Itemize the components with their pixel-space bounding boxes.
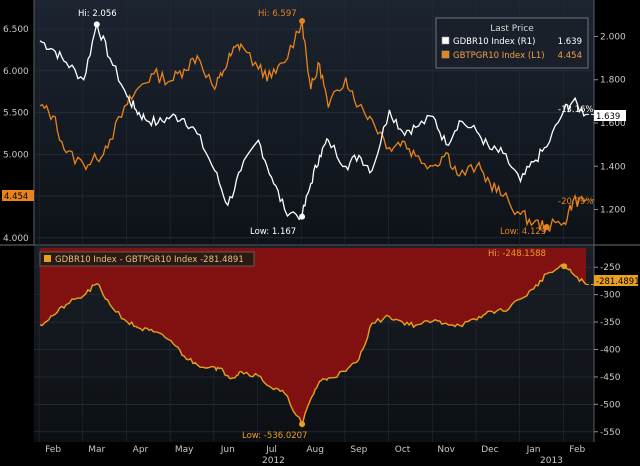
legend-white-swatch — [441, 36, 450, 45]
top-right-tags: 1.639 -13.16% -20.79% — [558, 105, 626, 207]
top-legend-box — [435, 17, 589, 69]
legend-gdbr-label: GDBR10 Index (R1) — [453, 37, 535, 47]
bottom-legend: GDBR10 Index - GBTPGR10 Index -281.4891 — [39, 251, 255, 267]
legend-title: Last Price — [490, 24, 534, 34]
x-tick-1: Mar — [88, 445, 105, 455]
spread-area-fill — [40, 248, 586, 425]
left-tick-0: 4.000 — [3, 234, 29, 244]
x-tick-6: Aug — [306, 445, 324, 455]
legend-orange-swatch — [441, 50, 450, 59]
left-value-tag: 4.454 — [2, 190, 34, 202]
spread-low-marker — [299, 421, 306, 428]
bottom-legend-label: GDBR10 Index - GBTPGR10 Index -281.4891 — [55, 255, 244, 265]
gdbr-value-tag-text: 1.639 — [596, 112, 620, 122]
gdbr-low-marker — [299, 213, 306, 220]
spread-value-tag-text: -281.4891 — [596, 277, 640, 287]
x-tick-9: Nov — [437, 445, 455, 455]
year-label-2012: 2012 — [262, 456, 285, 466]
gdbr-change-label: -13.16% — [558, 105, 593, 115]
gbtp-change-label: -20.79% — [558, 197, 593, 207]
right-axis-ticks-top: 1.200 1.400 1.600 1.800 2.000 — [594, 32, 626, 216]
left-tick-5: 6.500 — [3, 25, 29, 35]
x-tick-5: Jul — [265, 445, 277, 455]
right-tick-bottom-5: -500 — [600, 400, 621, 410]
gdbr-value-tag — [594, 110, 626, 121]
gbtp-hi-marker — [299, 17, 306, 24]
x-tick-2: Apr — [133, 445, 149, 455]
spread-value-tag — [594, 275, 638, 286]
x-tick-12: Feb — [569, 445, 585, 455]
gbtp-low-label: Low: 4.129 — [500, 227, 546, 237]
right-tick-bottom-4: -450 — [600, 373, 621, 383]
right-tick-bottom-6: -550 — [600, 428, 621, 438]
legend-gbtp-value: 4.454 — [558, 51, 582, 61]
right-tick-top-2: 1.600 — [600, 119, 626, 129]
legend-gdbr-value: 1.639 — [558, 37, 582, 47]
right-tick-top-1: 1.400 — [600, 162, 626, 172]
spread-hi-label: Hi: -248.1588 — [488, 249, 546, 259]
gdbr10-line — [39, 23, 587, 221]
x-tick-3: May — [175, 445, 194, 455]
gbtpgr10-line — [39, 20, 587, 235]
right-tick-bottom-1: -300 — [600, 291, 621, 301]
x-tick-0: Feb — [45, 445, 61, 455]
gbtp-left-tag-text: 4.454 — [4, 192, 28, 202]
legend-gbtp-label: GBTPGR10 Index (L1) — [453, 51, 545, 61]
year-label-2013: 2013 — [540, 456, 563, 466]
top-legend: Last Price GDBR10 Index (R1) 1.639 GBTPG… — [435, 17, 589, 69]
x-tick-11: Jan — [526, 445, 541, 455]
right-tick-bottom-2: -350 — [600, 318, 621, 328]
right-tick-top-4: 2.000 — [600, 32, 626, 42]
gbtp-low-marker — [543, 224, 550, 231]
gdbr-hi-label: Hi: 2.056 — [78, 9, 117, 19]
left-tick-2: 5.000 — [3, 150, 29, 160]
gdbr-low-label: Low: 1.167 — [250, 227, 296, 237]
spread-low-label: Low: -536.0207 — [242, 431, 307, 441]
annotation-markers — [93, 17, 568, 428]
right-tick-top-0: 1.200 — [600, 206, 626, 216]
spread-hi-marker — [561, 263, 568, 270]
right-axis-ticks-bottom: -250 -300 -350 -400 -450 -500 -550 — [594, 263, 621, 438]
spread-line — [39, 264, 587, 427]
bottom-right-tag: -281.4891 — [594, 275, 640, 287]
x-tick-7: Sep — [350, 445, 367, 455]
gdbr-hi-marker — [93, 21, 100, 28]
gbtp-left-tag — [2, 190, 34, 201]
x-tick-4: Jun — [220, 445, 235, 455]
bottom-legend-box — [39, 251, 255, 267]
x-axis-ticks: Feb Mar Apr May Jun Jul Aug Sep Oct Nov Dec Jan Feb — [45, 445, 585, 455]
left-tick-3: 5.500 — [3, 109, 29, 119]
right-tick-bottom-0: -250 — [600, 263, 621, 273]
left-tick-4: 6.000 — [3, 67, 29, 77]
bottom-legend-swatch — [44, 255, 51, 262]
right-tick-bottom-3: -400 — [600, 345, 621, 355]
right-tick-top-3: 1.800 — [600, 76, 626, 86]
x-tick-10: Dec — [481, 445, 498, 455]
x-tick-8: Oct — [395, 445, 411, 455]
gbtp-hi-label: Hi: 6.597 — [258, 9, 297, 19]
